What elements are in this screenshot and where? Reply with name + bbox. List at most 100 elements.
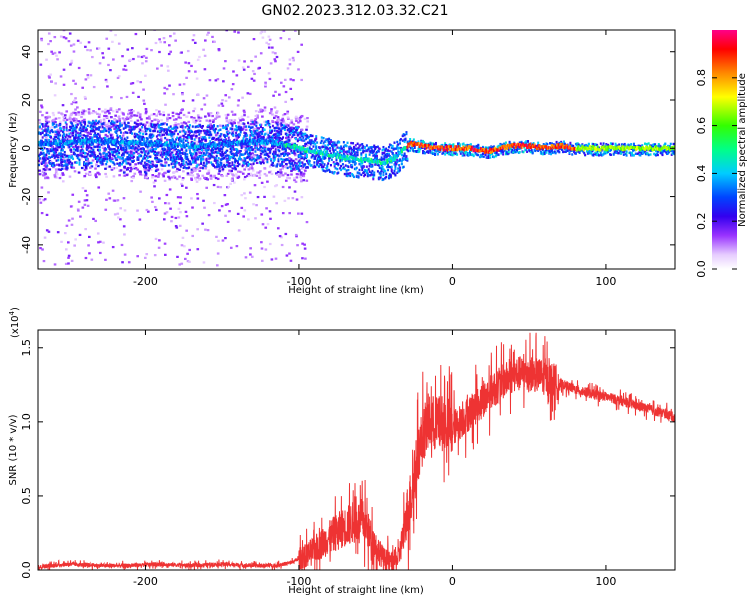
spectrogram-cell <box>231 161 234 164</box>
spectrogram-cell <box>214 156 217 160</box>
spectrogram-cell <box>518 151 521 154</box>
spectrogram-cell <box>74 134 77 137</box>
spectrogram-cell <box>383 148 386 151</box>
spectrogram-cell <box>74 144 77 147</box>
spectrogram-cell <box>236 151 239 154</box>
spectrogram-cell <box>179 138 182 141</box>
spectrogram-cell <box>106 135 109 138</box>
spectrogram-cell <box>198 25 201 27</box>
spectrogram-cell <box>387 168 390 172</box>
spectrogram-cell <box>305 125 309 128</box>
spectrogram-cell <box>164 148 167 151</box>
spectrogram-cell <box>161 164 164 167</box>
spectrogram-cell <box>263 185 266 189</box>
spectrogram-cell <box>132 125 135 129</box>
spectrogram-cell <box>108 154 111 158</box>
spectrogram-cell <box>213 201 216 205</box>
spectrogram-cell <box>220 102 224 105</box>
spectrogram-cell <box>169 147 173 151</box>
spectrogram-cell <box>482 155 485 158</box>
spectrogram-cell <box>371 145 374 149</box>
spectrogram-cell <box>138 218 142 221</box>
spectrogram-cell <box>271 136 274 139</box>
spectrogram-cell <box>155 139 158 142</box>
spectrogram-cell <box>140 128 143 131</box>
spectrogram-cell <box>136 255 140 258</box>
spectrogram-cell <box>203 130 206 133</box>
spectrogram-cell <box>162 164 166 168</box>
spectrogram-cell <box>65 128 68 131</box>
spectrogram-cell <box>374 155 377 158</box>
spectrogram-cell <box>104 258 107 261</box>
spectrogram-cell <box>142 157 145 160</box>
spectrogram-cell <box>184 257 187 261</box>
spectrogram-cell <box>347 168 350 172</box>
spectrogram-cell <box>122 197 126 200</box>
spectrogram-cell <box>171 160 174 163</box>
spectrogram-cell <box>365 165 368 168</box>
spectrogram-cell <box>105 80 109 83</box>
spectrogram-cell <box>124 159 127 163</box>
spectrogram-cell <box>117 146 120 149</box>
spectrogram-cell <box>274 257 278 260</box>
spectrogram-cell <box>75 154 78 158</box>
spectrogram-cell <box>67 161 70 164</box>
spectrogram-cell <box>342 148 345 151</box>
spectrogram-cell <box>250 59 253 63</box>
spectrogram-cell <box>123 174 127 177</box>
spectrogram-cell <box>395 162 398 165</box>
spectrogram-cell <box>191 118 195 121</box>
spectrogram-cell <box>434 153 437 156</box>
spectrogram-cell <box>234 161 237 164</box>
spectrogram-cell <box>144 127 147 130</box>
spectrogram-cell <box>299 152 302 155</box>
spectrogram-cell <box>123 253 127 256</box>
spectrogram-cell <box>178 175 181 178</box>
spectrogram-cell <box>95 122 98 126</box>
spectrogram-cell <box>202 137 205 140</box>
spectrogram-cell <box>431 151 434 154</box>
spectrogram-cell <box>140 173 144 177</box>
spectrogram-cell <box>274 60 277 63</box>
spectrogram-cell <box>275 184 278 187</box>
spectrogram-cell <box>212 183 216 187</box>
spectrogram-cell <box>281 117 285 120</box>
spectrogram-cell <box>294 126 297 129</box>
spectrogram-cell <box>62 126 66 129</box>
spectrogram-cell <box>177 216 181 219</box>
spectrogram-cell <box>196 93 200 97</box>
spectrogram-cell <box>368 153 371 156</box>
spectrogram-cell <box>104 172 107 176</box>
spectrogram-cell <box>72 79 75 82</box>
spectrogram-cell <box>137 148 140 152</box>
spectrogram-cell <box>163 86 167 90</box>
spectrogram-cell <box>71 217 74 220</box>
spectrogram-cell <box>125 147 128 150</box>
spectrogram-cell <box>44 177 47 180</box>
spectrogram-cell <box>47 42 50 46</box>
spectrogram-cell <box>211 35 214 39</box>
spectrogram-cell <box>118 108 121 111</box>
spectrogram-cell <box>101 125 104 129</box>
spectrogram-cell <box>247 144 251 147</box>
spectrogram-cell <box>187 162 190 166</box>
spectrogram-cell <box>252 37 256 41</box>
spectrogram-cell <box>315 145 318 149</box>
spectrogram-cell <box>273 126 277 129</box>
spectrogram-cell <box>124 131 127 134</box>
spectrogram-cell <box>38 163 40 167</box>
spectrogram-cell <box>45 166 49 170</box>
spectrogram-cell <box>272 94 275 97</box>
spectrogram-cell <box>97 164 100 168</box>
spectrogram-cell <box>85 157 88 161</box>
spectrogram-cell <box>48 156 51 159</box>
spectrogram-cell <box>38 159 40 163</box>
spectrogram-cell <box>49 131 52 134</box>
spectrogram-cell <box>205 186 209 189</box>
spectrogram-cell <box>241 159 245 162</box>
spectrogram-cell <box>243 111 246 114</box>
spectrogram-cell <box>84 123 87 126</box>
spectrogram-cell <box>140 122 143 126</box>
spectrogram-cell <box>212 119 215 122</box>
spectrogram-cell <box>136 147 139 150</box>
